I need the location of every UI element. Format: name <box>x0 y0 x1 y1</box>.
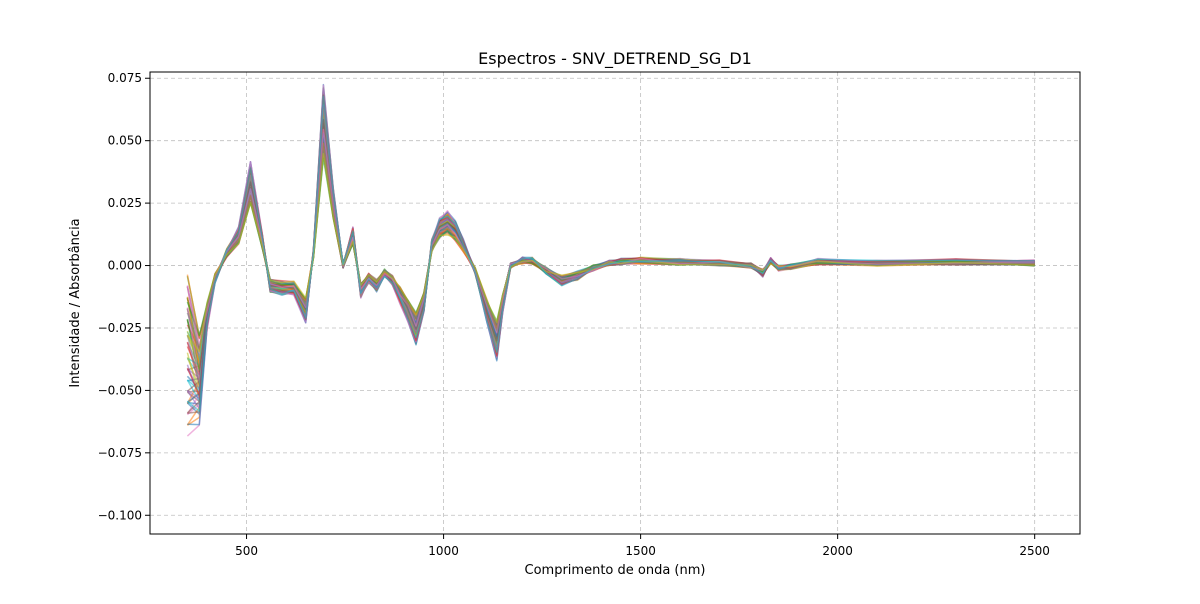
chart-title: Espectros - SNV_DETREND_SG_D1 <box>478 49 752 69</box>
y-tick-label: 0.050 <box>108 134 142 148</box>
y-tick-label: 0.025 <box>108 196 142 210</box>
y-tick-label: −0.100 <box>98 508 142 522</box>
spectrum-line <box>186 118 1035 392</box>
x-tick-label: 1000 <box>428 544 459 558</box>
y-tick-label: −0.025 <box>98 321 142 335</box>
x-tick-label: 1500 <box>625 544 656 558</box>
spectrum-line <box>186 95 1035 412</box>
x-tick-label: 500 <box>235 544 258 558</box>
y-tick-label: 0.075 <box>108 71 142 85</box>
y-tick-label: −0.050 <box>98 383 142 397</box>
grid <box>150 72 1080 534</box>
spectrum-line <box>186 153 1035 353</box>
x-axis-label: Comprimento de onda (nm) <box>525 563 706 578</box>
series-group <box>186 83 1035 437</box>
x-axis-ticks: 500 1000 1500 2000 2500 <box>235 534 1050 558</box>
x-tick-label: 2500 <box>1019 544 1050 558</box>
plot-frame <box>149 71 1081 535</box>
x-tick-label: 2000 <box>822 544 853 558</box>
y-tick-label: −0.075 <box>98 446 142 460</box>
y-axis-ticks: −0.100 −0.075 −0.050 −0.025 0.000 0.025 0.050 0… <box>98 71 150 522</box>
y-axis-label: Intensidade / Absorbância <box>68 218 83 387</box>
y-tick-label: 0.000 <box>108 259 142 273</box>
